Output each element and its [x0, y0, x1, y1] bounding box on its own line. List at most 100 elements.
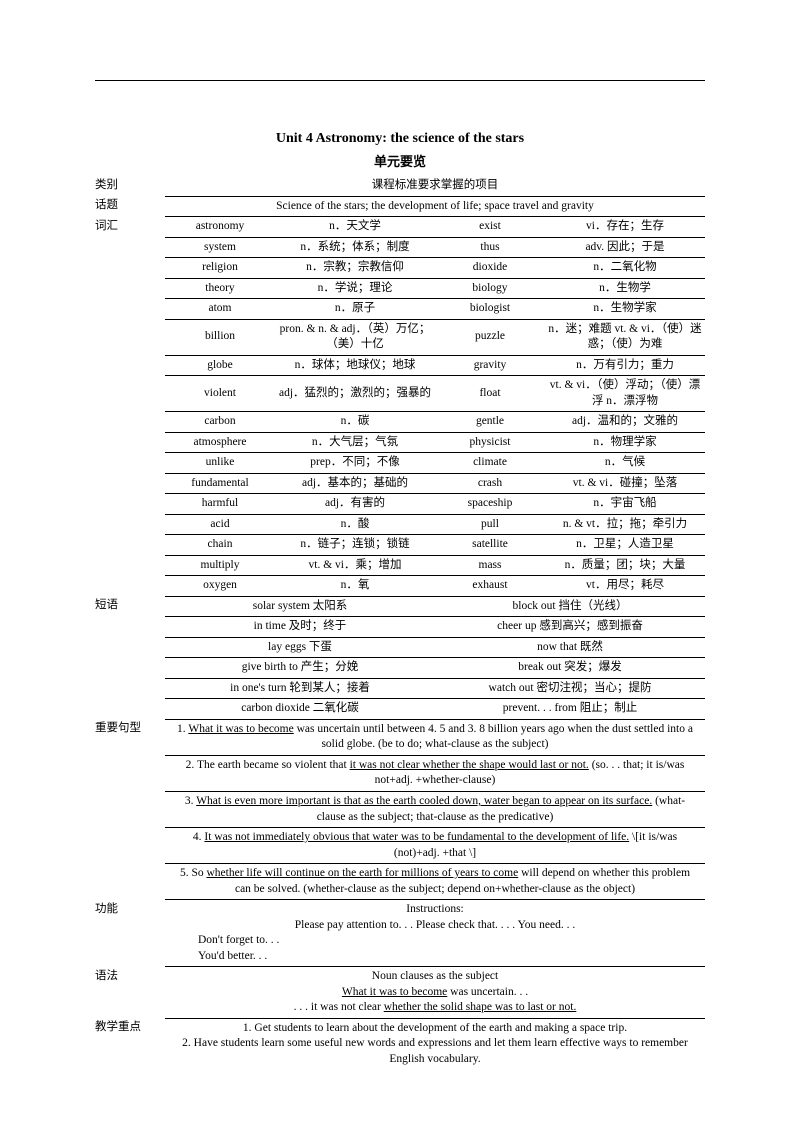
phrase-left: give birth to 产生；分娩	[165, 658, 435, 679]
vocab-word-1: theory	[165, 278, 275, 299]
vocab-word-2: climate	[435, 453, 545, 474]
sentence-text: 3. What is even more important is that a…	[165, 791, 705, 827]
vocab-def-1: n．酸	[275, 514, 435, 535]
phrase-left: solar system 太阳系	[165, 596, 435, 617]
vocab-def-2: n. & vt．拉；拖；牵引力	[545, 514, 705, 535]
vocab-word-1: atom	[165, 299, 275, 320]
vocab-word-1: violent	[165, 376, 275, 412]
vocab-def-2: vt. & vi．（使）浮动；（使）漂浮 n．漂浮物	[545, 376, 705, 412]
sentence-category	[95, 791, 165, 827]
vocab-def-1: n．系统；体系；制度	[275, 237, 435, 258]
sentence-text: 4. It was not immediately obvious that w…	[165, 828, 705, 864]
vocab-word-1: religion	[165, 258, 275, 279]
vocab-def-2: adv. 因此；于是	[545, 237, 705, 258]
vocab-def-1: adj．基本的；基础的	[275, 473, 435, 494]
phrase-category	[95, 617, 165, 638]
vocab-def-1: n．原子	[275, 299, 435, 320]
vocab-word-1: harmful	[165, 494, 275, 515]
sentence-category	[95, 828, 165, 864]
sentence-category	[95, 755, 165, 791]
vocab-def-1: prep．不同；不像	[275, 453, 435, 474]
vocab-word-2: mass	[435, 555, 545, 576]
sentence-category	[95, 864, 165, 900]
vocab-word-2: puzzle	[435, 319, 545, 355]
vocab-category	[95, 473, 165, 494]
topic-category: 话题	[95, 196, 165, 217]
vocab-word-1: billion	[165, 319, 275, 355]
grammar-content: Noun clauses as the subjectWhat it was t…	[165, 967, 705, 1019]
vocab-category	[95, 258, 165, 279]
vocab-word-2: biologist	[435, 299, 545, 320]
vocab-word-2: gentle	[435, 412, 545, 433]
vocab-word-2: exhaust	[435, 576, 545, 597]
vocab-word-2: pull	[435, 514, 545, 535]
keypoint-category: 教学重点	[95, 1018, 165, 1069]
vocab-word-2: float	[435, 376, 545, 412]
vocab-word-1: multiply	[165, 555, 275, 576]
vocab-category	[95, 535, 165, 556]
func-category: 功能	[95, 900, 165, 967]
vocab-word-2: physicist	[435, 432, 545, 453]
vocab-def-1: n．宗教；宗教信仰	[275, 258, 435, 279]
vocab-def-1: n．天文学	[275, 217, 435, 238]
phrase-left: lay eggs 下蛋	[165, 637, 435, 658]
top-rule	[95, 80, 705, 81]
vocab-word-1: atmosphere	[165, 432, 275, 453]
vocab-word-2: satellite	[435, 535, 545, 556]
vocab-def-1: adj．猛烈的；激烈的；强暴的	[275, 376, 435, 412]
vocab-def-2: n．生物学	[545, 278, 705, 299]
vocab-category	[95, 355, 165, 376]
vocab-word-1: chain	[165, 535, 275, 556]
vocab-def-2: vt．用尽；耗尽	[545, 576, 705, 597]
func-content: Instructions:Please pay attention to. . …	[165, 900, 705, 967]
phrase-category	[95, 637, 165, 658]
vocab-category	[95, 453, 165, 474]
vocab-category	[95, 576, 165, 597]
vocab-word-2: dioxide	[435, 258, 545, 279]
header-desc: 课程标准要求掌握的项目	[165, 176, 705, 196]
header-category: 类别	[95, 176, 165, 196]
vocab-def-1: n．碳	[275, 412, 435, 433]
vocab-def-2: n．生物学家	[545, 299, 705, 320]
page-title: Unit 4 Astronomy: the science of the sta…	[95, 131, 705, 147]
sentence-text: 2. The earth became so violent that it w…	[165, 755, 705, 791]
vocab-word-1: acid	[165, 514, 275, 535]
vocab-category	[95, 278, 165, 299]
page-subtitle: 单元要览	[95, 151, 705, 170]
vocab-def-1: vt. & vi．乘；增加	[275, 555, 435, 576]
vocab-category	[95, 299, 165, 320]
vocab-def-2: n．万有引力；重力	[545, 355, 705, 376]
vocab-word-1: fundamental	[165, 473, 275, 494]
vocab-def-1: adj．有害的	[275, 494, 435, 515]
phrase-left: carbon dioxide 二氧化碳	[165, 699, 435, 720]
phrase-right: break out 突发；爆发	[435, 658, 705, 679]
vocab-def-1: n．大气层；气氛	[275, 432, 435, 453]
phrase-right: prevent. . . from 阻止；制止	[435, 699, 705, 720]
vocab-word-1: oxygen	[165, 576, 275, 597]
vocab-word-1: globe	[165, 355, 275, 376]
vocab-word-2: crash	[435, 473, 545, 494]
phrase-category	[95, 658, 165, 679]
sentence-text: 1. What it was to become was uncertain u…	[165, 719, 705, 755]
grammar-category: 语法	[95, 967, 165, 1019]
vocab-word-2: gravity	[435, 355, 545, 376]
vocab-category	[95, 237, 165, 258]
vocab-word-1: astronomy	[165, 217, 275, 238]
vocab-def-1: pron. & n. & adj．（英）万亿；（美）十亿	[275, 319, 435, 355]
vocab-def-2: n．气候	[545, 453, 705, 474]
vocab-def-2: adj．温和的；文雅的	[545, 412, 705, 433]
phrase-category	[95, 678, 165, 699]
topic-text: Science of the stars; the development of…	[165, 196, 705, 217]
vocab-word-2: exist	[435, 217, 545, 238]
sentence-category: 重要句型	[95, 719, 165, 755]
vocab-category	[95, 432, 165, 453]
vocab-def-2: n．卫星；人造卫星	[545, 535, 705, 556]
vocab-category: 词汇	[95, 217, 165, 238]
phrase-category	[95, 699, 165, 720]
vocab-def-1: n．球体；地球仪；地球	[275, 355, 435, 376]
phrase-left: in time 及时；终于	[165, 617, 435, 638]
vocab-category	[95, 555, 165, 576]
vocab-word-1: system	[165, 237, 275, 258]
vocab-def-2: n．二氧化物	[545, 258, 705, 279]
vocab-category	[95, 494, 165, 515]
